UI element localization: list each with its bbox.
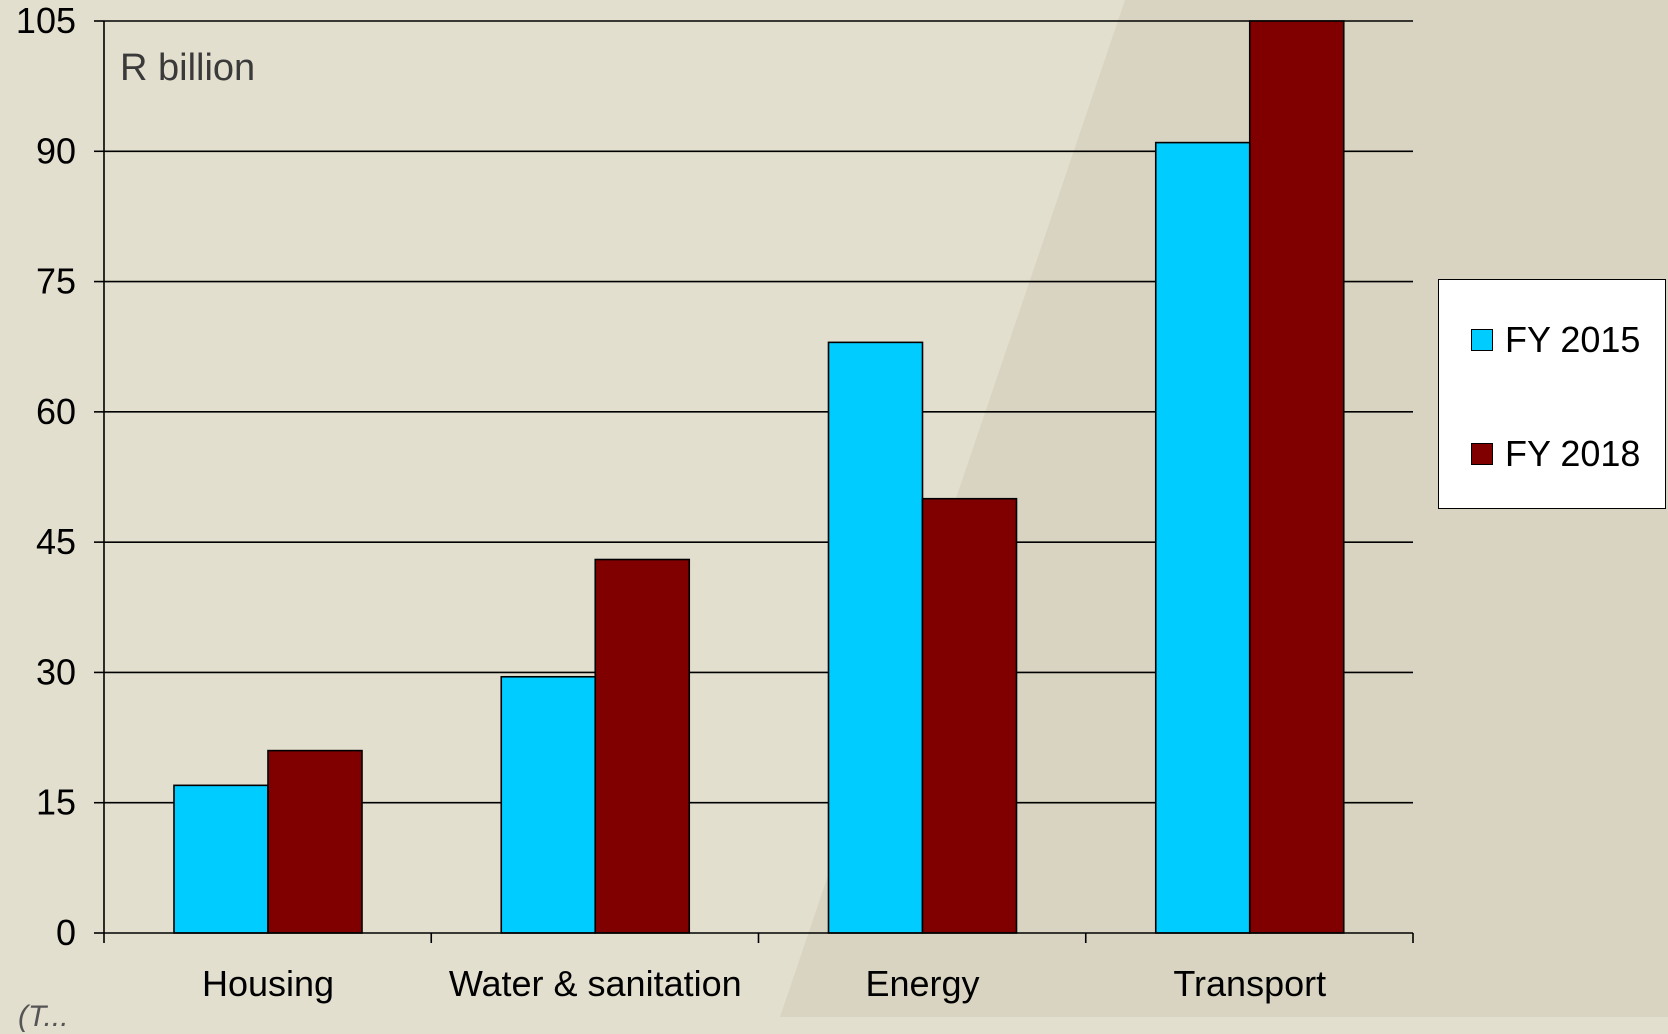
bar-transport-fy-2018: [1250, 21, 1344, 933]
y-tick-label-0: 0: [56, 912, 76, 953]
legend-item-fy2015: FY 2015: [1471, 320, 1640, 360]
x-tick-label-water-sanitation: Water & sanitation: [449, 963, 742, 1004]
legend-item-fy2018: FY 2018: [1471, 434, 1640, 474]
legend-swatch-fy2015: [1471, 329, 1493, 351]
bar-housing-fy-2015: [174, 785, 268, 933]
x-tick-labels: Housing Water & sanitation Energy Transport: [202, 963, 1326, 1004]
unit-label: R billion: [120, 47, 255, 89]
legend: FY 2015 FY 2018: [1438, 279, 1666, 509]
x-tick-label-energy: Energy: [865, 963, 979, 1004]
x-tick-label-transport: Transport: [1173, 963, 1326, 1004]
y-tick-labels: 0 15 30 45 60 75 90 105: [16, 0, 76, 953]
y-tick-label-60: 60: [36, 391, 76, 432]
x-tick-label-housing: Housing: [202, 963, 334, 1004]
y-tick-label-90: 90: [36, 130, 76, 171]
bar-transport-fy-2015: [1156, 143, 1250, 933]
bar-housing-fy-2018: [268, 751, 362, 933]
y-tick-label-15: 15: [36, 782, 76, 823]
bar-water-sanitation-fy-2015: [501, 677, 595, 933]
bar-energy-fy-2018: [923, 499, 1017, 933]
y-tick-label-75: 75: [36, 261, 76, 302]
y-tick-label-30: 30: [36, 651, 76, 692]
y-tick-label-45: 45: [36, 521, 76, 562]
y-tick-label-105: 105: [16, 0, 76, 41]
legend-label-fy2015: FY 2015: [1505, 319, 1640, 361]
bar-energy-fy-2015: [829, 342, 923, 933]
bars: [174, 21, 1344, 933]
bar-water-sanitation-fy-2018: [595, 560, 689, 933]
legend-label-fy2018: FY 2018: [1505, 433, 1640, 475]
legend-swatch-fy2018: [1471, 443, 1493, 465]
source-note: (T...: [18, 1000, 69, 1034]
